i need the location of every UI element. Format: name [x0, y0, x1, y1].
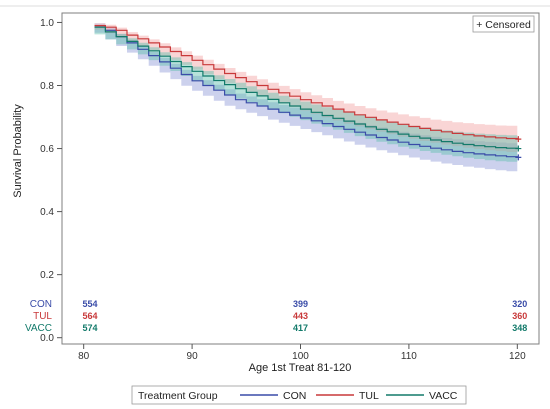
legend-label-vacc: VACC	[429, 390, 458, 402]
survival-line-vacc	[94, 26, 518, 149]
y-axis-label: Survival Probability	[12, 104, 24, 198]
survival-line-tul	[94, 25, 518, 140]
legend-label-con: CON	[283, 390, 306, 402]
censored-legend-box	[472, 15, 535, 33]
censor-marker-con	[515, 154, 522, 161]
at-risk-count-vacc: 348	[512, 323, 527, 333]
x-tick-label: 80	[78, 351, 90, 362]
censor-marker-vacc	[515, 145, 522, 152]
y-tick-label: 0.0	[40, 333, 54, 344]
x-tick-label: 90	[187, 351, 199, 362]
x-tick-label: 100	[292, 351, 309, 362]
at-risk-label-con: CON	[30, 299, 52, 310]
at-risk-label-vacc: VACC	[25, 323, 52, 334]
y-axis-ticks: 0.0 0.2 0.4 0.6 0.8 1.0	[40, 18, 62, 344]
at-risk-label-tul: TUL	[33, 311, 52, 322]
at-risk-count-con: 399	[293, 299, 308, 309]
x-tick-label: 120	[509, 351, 526, 362]
censor-markers	[515, 136, 522, 161]
at-risk-count-con: 554	[83, 299, 98, 309]
ci-band-vacc	[94, 25, 518, 162]
at-risk-count-vacc: 574	[83, 323, 98, 333]
confidence-bands	[94, 23, 518, 172]
y-tick-label: 0.4	[40, 207, 54, 218]
at-risk-count-vacc: 417	[293, 323, 308, 333]
y-tick-label: 1.0	[40, 18, 54, 29]
x-axis-label: Age 1st Treat 81-120	[249, 362, 352, 374]
y-tick-label: 0.8	[40, 81, 54, 92]
y-tick-label: 0.6	[40, 144, 54, 155]
legend-label-tul: TUL	[359, 390, 379, 402]
at-risk-count-tul: 360	[512, 311, 527, 321]
censored-legend-label: + Censored	[476, 19, 531, 31]
ci-band-tul	[94, 23, 518, 153]
at-risk-count-con: 320	[512, 299, 527, 309]
y-tick-label: 0.2	[40, 270, 54, 281]
at-risk-count-tul: 564	[83, 311, 98, 321]
x-tick-label: 110	[401, 351, 417, 362]
legend-title: Treatment Group	[138, 390, 218, 402]
censored-legend: + Censored	[472, 15, 535, 33]
at-risk-table: CON 554 399 320 TUL 564 443 360 VACC 574 417 348	[25, 299, 527, 334]
survival-curves	[94, 25, 518, 158]
x-axis-ticks: 80 90 100 110 120	[78, 344, 526, 362]
at-risk-count-tul: 443	[293, 311, 308, 321]
censor-marker-tul	[515, 136, 522, 143]
ci-band-con	[94, 23, 518, 172]
plot-frame	[61, 12, 540, 345]
group-legend-box	[131, 385, 467, 405]
legend-entries: CON TUL VACC	[240, 390, 458, 402]
group-legend: Treatment Group CON TUL VACC	[131, 385, 467, 405]
